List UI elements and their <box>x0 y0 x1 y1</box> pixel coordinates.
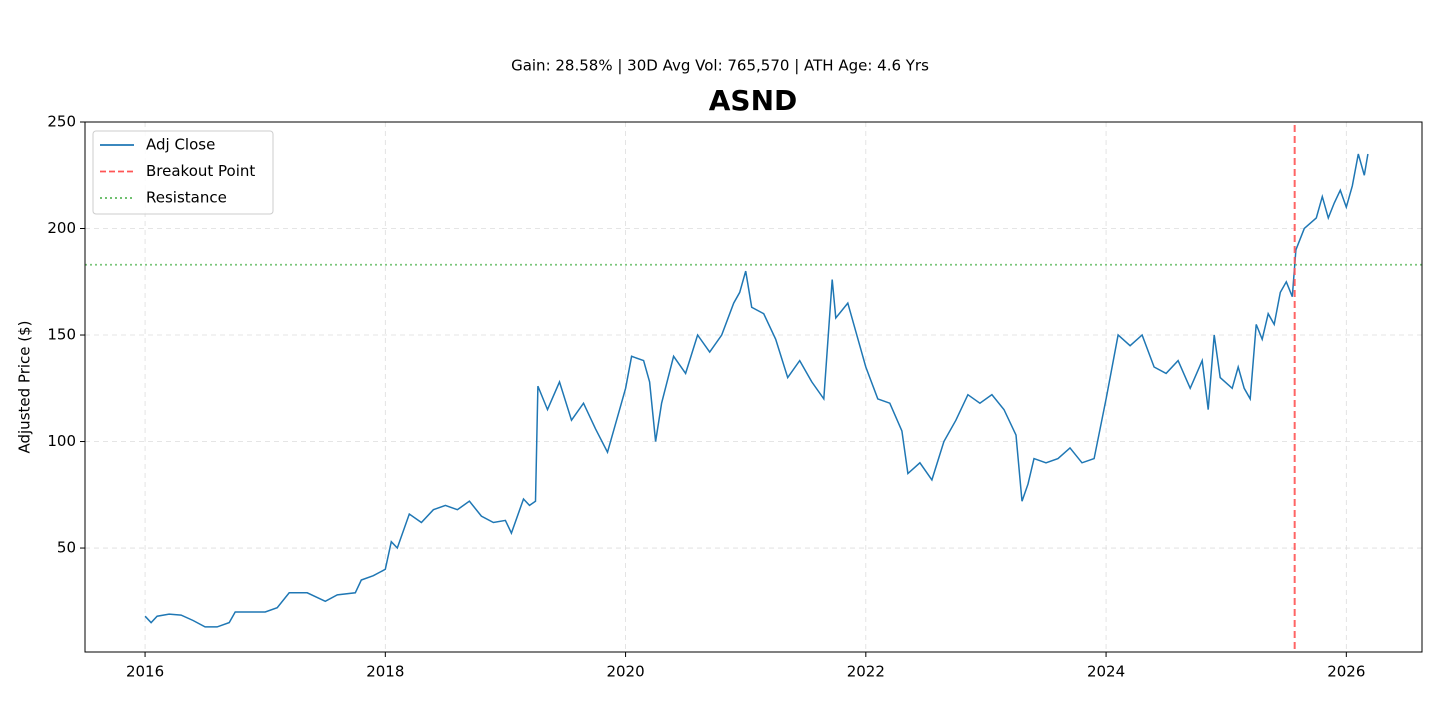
x-tick-label: 2016 <box>126 663 164 681</box>
y-axis-label: Adjusted Price ($) <box>16 320 34 453</box>
y-tick-label: 50 <box>57 539 76 557</box>
x-tick-label: 2018 <box>366 663 404 681</box>
plot-frame <box>84 121 1423 653</box>
legend-label: Resistance <box>146 189 227 207</box>
y-tick-label: 200 <box>47 219 76 237</box>
legend-label: Breakout Point <box>146 162 255 180</box>
y-tick-label: 150 <box>47 326 76 344</box>
chart-subtitle: Gain: 28.58% | 30D Avg Vol: 765,570 | AT… <box>511 57 929 75</box>
x-tick-label: 2022 <box>847 663 885 681</box>
x-tick-label: 2026 <box>1327 663 1365 681</box>
legend-label: Adj Close <box>146 136 215 154</box>
x-tick-label: 2020 <box>606 663 644 681</box>
y-tick-label: 250 <box>47 113 76 131</box>
chart-title: ASND <box>709 84 798 117</box>
price-line <box>144 153 1369 628</box>
legend-box <box>92 130 274 215</box>
y-tick-label: 100 <box>47 432 76 450</box>
x-tick-label: 2024 <box>1087 663 1125 681</box>
